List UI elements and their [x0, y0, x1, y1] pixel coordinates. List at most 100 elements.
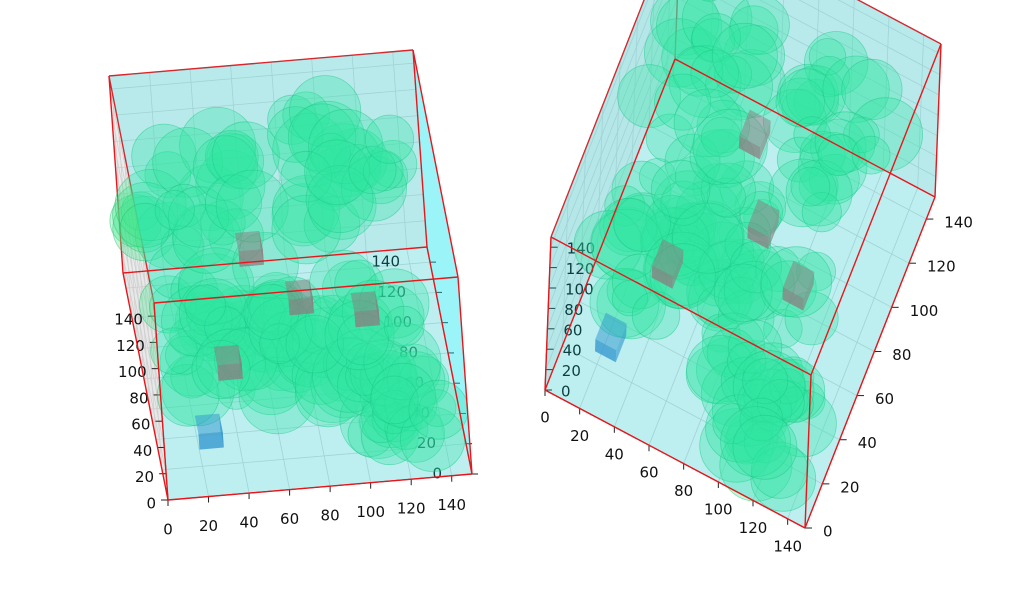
x-tick-label: 140 [773, 537, 802, 555]
sphere-marker [294, 347, 371, 423]
z-tick-label: 20 [135, 468, 154, 486]
grid-line [665, 0, 670, 82]
grid-line [847, 0, 855, 152]
box-edge [674, 58, 936, 198]
y-tick-label: 0 [823, 523, 833, 541]
x-tick-label: 60 [280, 510, 299, 528]
sphere-marker [372, 389, 417, 435]
grid-line [631, 16, 639, 170]
grid-line [614, 213, 875, 352]
sphere-marker [672, 202, 744, 274]
grid-line [113, 141, 160, 369]
z-tick-label: 80 [129, 389, 148, 407]
grid-line [119, 194, 424, 221]
box-edge-back [550, 0, 645, 238]
sphere-marker [798, 132, 868, 202]
left-box-front [109, 49, 473, 501]
sphere-marker [673, 88, 743, 158]
x-tick-label: 0 [540, 409, 550, 427]
sphere-marker [205, 129, 259, 184]
x-tick-label: 40 [605, 445, 624, 463]
right-box-back-edges [550, 0, 942, 238]
grid-line [111, 89, 416, 116]
sphere-marker [259, 323, 301, 365]
grid-line [548, 0, 663, 289]
box-face-side [413, 50, 472, 474]
grid-line [137, 322, 443, 350]
sphere-marker [650, 159, 711, 220]
grid-line [392, 51, 408, 249]
sphere-marker [723, 24, 785, 87]
y-tick-label: 20 [840, 478, 859, 496]
z-tick-label: 100 [118, 363, 147, 381]
z-tick-label: 20 [562, 362, 581, 380]
grid-line [596, 104, 604, 258]
sphere-marker [742, 358, 789, 405]
target-cube [747, 199, 780, 250]
pane-floor [545, 59, 935, 528]
x-tick-label: 120 [739, 519, 768, 537]
box-face-top [109, 50, 458, 303]
right-tick-labels: 0 20 40 60 80 100 120 140 0 20 40 60 80 100 120 140 0 20 4… [540, 214, 973, 556]
grid-line [117, 121, 133, 319]
box-edge-back [108, 75, 155, 304]
sphere-marker [714, 55, 753, 94]
y-tick-label: 120 [927, 258, 956, 276]
x-tick-label: 100 [356, 503, 385, 521]
box-edge-back [674, 0, 679, 60]
sphere-marker [120, 191, 161, 231]
sphere-marker [285, 315, 344, 374]
box-edge [153, 302, 169, 501]
sphere-marker [650, 0, 720, 56]
pane-side [545, 0, 678, 390]
y-tick-label: 100 [910, 302, 939, 320]
box-edge [426, 246, 473, 475]
box-edge [544, 236, 552, 391]
box-edge [550, 236, 812, 376]
grid-line [244, 262, 290, 490]
sphere-marker [272, 175, 341, 244]
y-tick-label: 80 [892, 346, 911, 364]
z-tick-label: 40 [563, 342, 582, 360]
box-edge [122, 246, 428, 274]
x-tick-label: 20 [570, 427, 589, 445]
sphere-marker [711, 22, 778, 89]
sphere-marker [711, 371, 787, 447]
grid-line [120, 246, 167, 474]
sphere-marker [701, 0, 717, 2]
right-ticks [544, 218, 934, 529]
grid-line [562, 345, 823, 485]
sphere-marker [325, 328, 400, 403]
agent-cube [194, 413, 224, 450]
box-face-side [805, 44, 941, 528]
grid-line [882, 16, 890, 170]
sphere-marker [790, 166, 831, 207]
grid-line [648, 0, 655, 126]
sphere-marker [168, 186, 230, 248]
x-tick-label: 80 [674, 482, 693, 500]
grid-line [550, 0, 649, 248]
pane-back [109, 50, 427, 273]
x-tick-label: 40 [240, 514, 259, 532]
sphere-marker [696, 337, 762, 403]
sphere-marker [150, 327, 198, 375]
grid-line [648, 114, 780, 446]
right-spheres [573, 0, 924, 512]
sphere-marker [152, 127, 223, 198]
sphere-marker [631, 291, 681, 340]
sphere-marker [706, 177, 746, 217]
sphere-marker [200, 200, 246, 246]
grid-line [743, 0, 749, 96]
z-tick-label: 120 [116, 337, 145, 355]
sphere-marker [772, 356, 815, 398]
sphere-marker [808, 38, 847, 76]
grid-line [109, 89, 156, 317]
sphere-marker [781, 88, 821, 128]
box-face-top [551, 0, 941, 375]
sphere-marker [713, 263, 773, 323]
grid-line [547, 0, 670, 309]
sphere-marker [611, 280, 649, 317]
grid-line [147, 272, 163, 470]
box-face-front [545, 237, 811, 528]
